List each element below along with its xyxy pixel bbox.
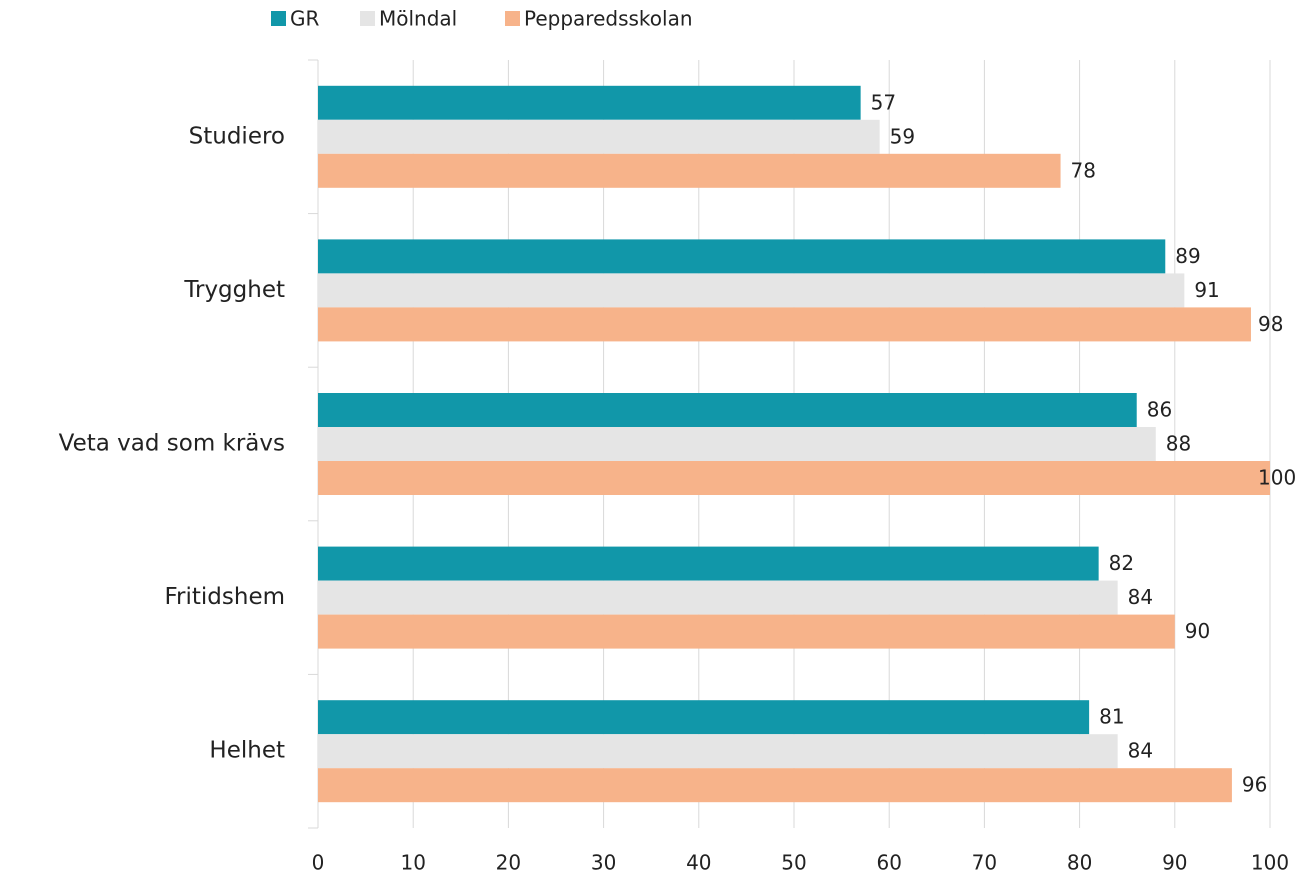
bar xyxy=(318,119,880,154)
x-tick-label: 80 xyxy=(1067,851,1092,874)
bar xyxy=(318,273,1185,308)
bar xyxy=(318,700,1090,735)
data-label: 84 xyxy=(1128,739,1153,763)
x-tick-label: 0 xyxy=(312,851,325,874)
data-label: 90 xyxy=(1185,619,1210,643)
bar xyxy=(318,307,1251,342)
bar xyxy=(318,546,1099,581)
y-tick-label: Fritidshem xyxy=(164,584,285,610)
data-label: 86 xyxy=(1147,398,1172,422)
data-label: 88 xyxy=(1166,432,1191,456)
legend-swatch xyxy=(360,11,375,26)
x-tick-label: 20 xyxy=(496,851,521,874)
y-tick-label: Studiero xyxy=(189,123,285,149)
bar xyxy=(318,614,1175,649)
bar xyxy=(318,153,1061,188)
data-label: 81 xyxy=(1099,705,1124,729)
bar xyxy=(318,427,1156,461)
data-label: 59 xyxy=(890,124,915,148)
x-tick-label: 70 xyxy=(972,851,997,874)
bar xyxy=(318,461,1270,495)
data-label: 89 xyxy=(1175,244,1200,268)
x-tick-label: 50 xyxy=(781,851,806,874)
data-label: 84 xyxy=(1128,585,1153,609)
legend-label: GR xyxy=(290,7,319,31)
x-tick-label: 30 xyxy=(591,851,616,874)
legend-label: Mölndal xyxy=(379,7,457,31)
data-label: 57 xyxy=(871,90,896,114)
legend-label: Pepparedsskolan xyxy=(524,7,693,31)
data-label: 91 xyxy=(1194,278,1219,302)
x-tick-label: 40 xyxy=(686,851,711,874)
bar xyxy=(318,768,1232,803)
x-tick-label: 60 xyxy=(876,851,901,874)
legend-swatch xyxy=(271,11,286,26)
x-tick-label: 100 xyxy=(1251,851,1289,874)
bar xyxy=(318,85,861,120)
data-label: 96 xyxy=(1242,773,1267,797)
data-label: 100 xyxy=(1258,466,1296,490)
x-tick-label: 10 xyxy=(400,851,425,874)
legend-swatch xyxy=(505,11,520,26)
bar xyxy=(318,239,1166,274)
bar xyxy=(318,580,1118,615)
bar xyxy=(318,393,1137,427)
bar xyxy=(318,734,1118,769)
y-tick-label: Veta vad som krävs xyxy=(59,431,285,457)
y-tick-label: Trygghet xyxy=(183,277,285,303)
data-label: 78 xyxy=(1071,158,1096,182)
x-tick-label: 90 xyxy=(1162,851,1187,874)
y-tick-label: Helhet xyxy=(209,738,285,764)
data-label: 98 xyxy=(1258,312,1283,336)
data-label: 82 xyxy=(1109,551,1134,575)
